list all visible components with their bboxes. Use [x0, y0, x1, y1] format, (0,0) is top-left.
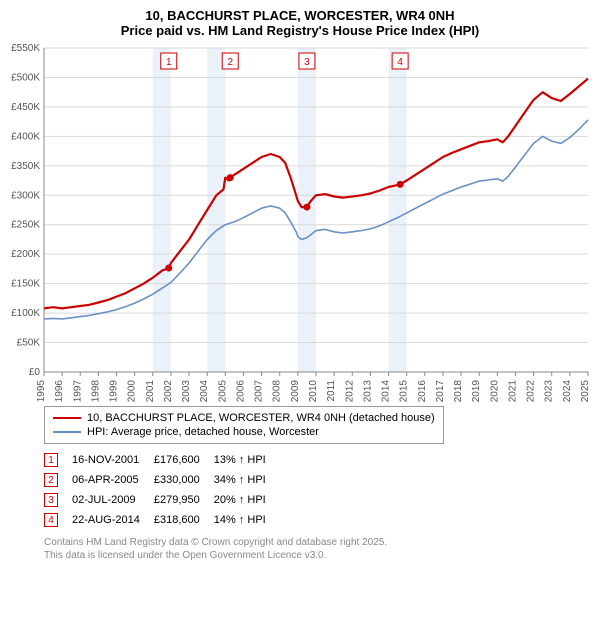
- svg-text:2009: 2009: [290, 380, 301, 402]
- svg-text:2005: 2005: [217, 380, 228, 402]
- legend: 10, BACCHURST PLACE, WORCESTER, WR4 0NH …: [44, 406, 444, 444]
- title-line-2: Price paid vs. HM Land Registry's House …: [8, 23, 592, 38]
- svg-text:2019: 2019: [471, 380, 482, 402]
- svg-text:2010: 2010: [308, 380, 319, 402]
- legend-row-1: 10, BACCHURST PLACE, WORCESTER, WR4 0NH …: [53, 411, 435, 425]
- svg-text:£150K: £150K: [11, 279, 40, 290]
- attribution-line-2: This data is licensed under the Open Gov…: [44, 549, 592, 562]
- svg-text:4: 4: [397, 57, 403, 68]
- svg-text:£250K: £250K: [11, 220, 40, 231]
- sale-delta: 13% ↑ HPI: [214, 450, 280, 470]
- legend-swatch-2: [53, 431, 81, 433]
- svg-text:£0: £0: [29, 367, 41, 378]
- svg-text:2015: 2015: [399, 380, 410, 402]
- sale-marker-badge: 4: [44, 513, 58, 527]
- sale-price: £279,950: [154, 490, 214, 510]
- svg-text:£350K: £350K: [11, 161, 40, 172]
- svg-text:2016: 2016: [417, 380, 428, 402]
- svg-text:£100K: £100K: [11, 308, 40, 319]
- svg-text:£550K: £550K: [11, 43, 40, 54]
- svg-text:2002: 2002: [163, 380, 174, 402]
- chart-title-block: 10, BACCHURST PLACE, WORCESTER, WR4 0NH …: [8, 8, 592, 38]
- svg-text:1: 1: [166, 57, 172, 68]
- sale-delta: 14% ↑ HPI: [214, 510, 280, 530]
- table-row: 3 02-JUL-2009£279,95020% ↑ HPI: [44, 490, 280, 510]
- svg-text:2008: 2008: [272, 380, 283, 402]
- svg-text:2023: 2023: [544, 380, 555, 402]
- svg-text:2025: 2025: [580, 380, 591, 402]
- legend-row-2: HPI: Average price, detached house, Worc…: [53, 425, 435, 439]
- sale-date: 02-JUL-2009: [72, 490, 154, 510]
- svg-text:2001: 2001: [145, 380, 156, 402]
- price-chart: £0 £50K £100K £150K £200K £250K £300K £350K £400…: [8, 42, 592, 402]
- svg-text:2014: 2014: [381, 380, 392, 402]
- table-row: 4 22-AUG-2014£318,60014% ↑ HPI: [44, 510, 280, 530]
- svg-text:2012: 2012: [344, 380, 355, 402]
- svg-text:2024: 2024: [562, 380, 573, 402]
- svg-text:2020: 2020: [489, 380, 500, 402]
- svg-text:2: 2: [227, 57, 233, 68]
- sales-table: 1 16-NOV-2001£176,60013% ↑ HPI 2 06-APR-200…: [44, 450, 280, 530]
- svg-text:2004: 2004: [199, 380, 210, 402]
- sale-date: 22-AUG-2014: [72, 510, 154, 530]
- svg-text:2011: 2011: [326, 380, 337, 402]
- svg-text:2000: 2000: [127, 380, 138, 402]
- svg-text:£500K: £500K: [11, 72, 40, 83]
- sale-delta: 34% ↑ HPI: [214, 470, 280, 490]
- chart-container: £0 £50K £100K £150K £200K £250K £300K £350K £400…: [8, 42, 592, 402]
- sale-marker-badge: 3: [44, 493, 58, 507]
- svg-text:2007: 2007: [254, 380, 265, 402]
- svg-text:2003: 2003: [181, 380, 192, 402]
- attribution-line-1: Contains HM Land Registry data © Crown c…: [44, 536, 592, 549]
- legend-label-2: HPI: Average price, detached house, Worc…: [87, 426, 319, 438]
- svg-text:1997: 1997: [72, 380, 83, 402]
- svg-text:2022: 2022: [526, 380, 537, 402]
- svg-text:3: 3: [304, 57, 310, 68]
- svg-text:1998: 1998: [90, 380, 101, 402]
- sale-date: 06-APR-2005: [72, 470, 154, 490]
- svg-text:2018: 2018: [453, 380, 464, 402]
- svg-text:2021: 2021: [507, 380, 518, 402]
- table-row: 2 06-APR-2005£330,00034% ↑ HPI: [44, 470, 280, 490]
- sale-price: £176,600: [154, 450, 214, 470]
- svg-text:2017: 2017: [435, 380, 446, 402]
- svg-text:1996: 1996: [54, 380, 65, 402]
- legend-swatch-1: [53, 417, 81, 419]
- svg-text:£300K: £300K: [11, 190, 40, 201]
- svg-text:£200K: £200K: [11, 249, 40, 260]
- svg-text:2013: 2013: [362, 380, 373, 402]
- sale-price: £318,600: [154, 510, 214, 530]
- svg-text:£50K: £50K: [17, 338, 41, 349]
- sale-delta: 20% ↑ HPI: [214, 490, 280, 510]
- svg-text:£450K: £450K: [11, 102, 40, 113]
- svg-text:£400K: £400K: [11, 131, 40, 142]
- sale-marker-badge: 2: [44, 473, 58, 487]
- title-line-1: 10, BACCHURST PLACE, WORCESTER, WR4 0NH: [8, 8, 592, 23]
- svg-text:1999: 1999: [109, 380, 120, 402]
- table-row: 1 16-NOV-2001£176,60013% ↑ HPI: [44, 450, 280, 470]
- svg-text:1995: 1995: [36, 380, 47, 402]
- svg-text:2006: 2006: [235, 380, 246, 402]
- attribution: Contains HM Land Registry data © Crown c…: [44, 536, 592, 562]
- sale-date: 16-NOV-2001: [72, 450, 154, 470]
- sale-marker-badge: 1: [44, 453, 58, 467]
- legend-label-1: 10, BACCHURST PLACE, WORCESTER, WR4 0NH …: [87, 412, 435, 424]
- sale-price: £330,000: [154, 470, 214, 490]
